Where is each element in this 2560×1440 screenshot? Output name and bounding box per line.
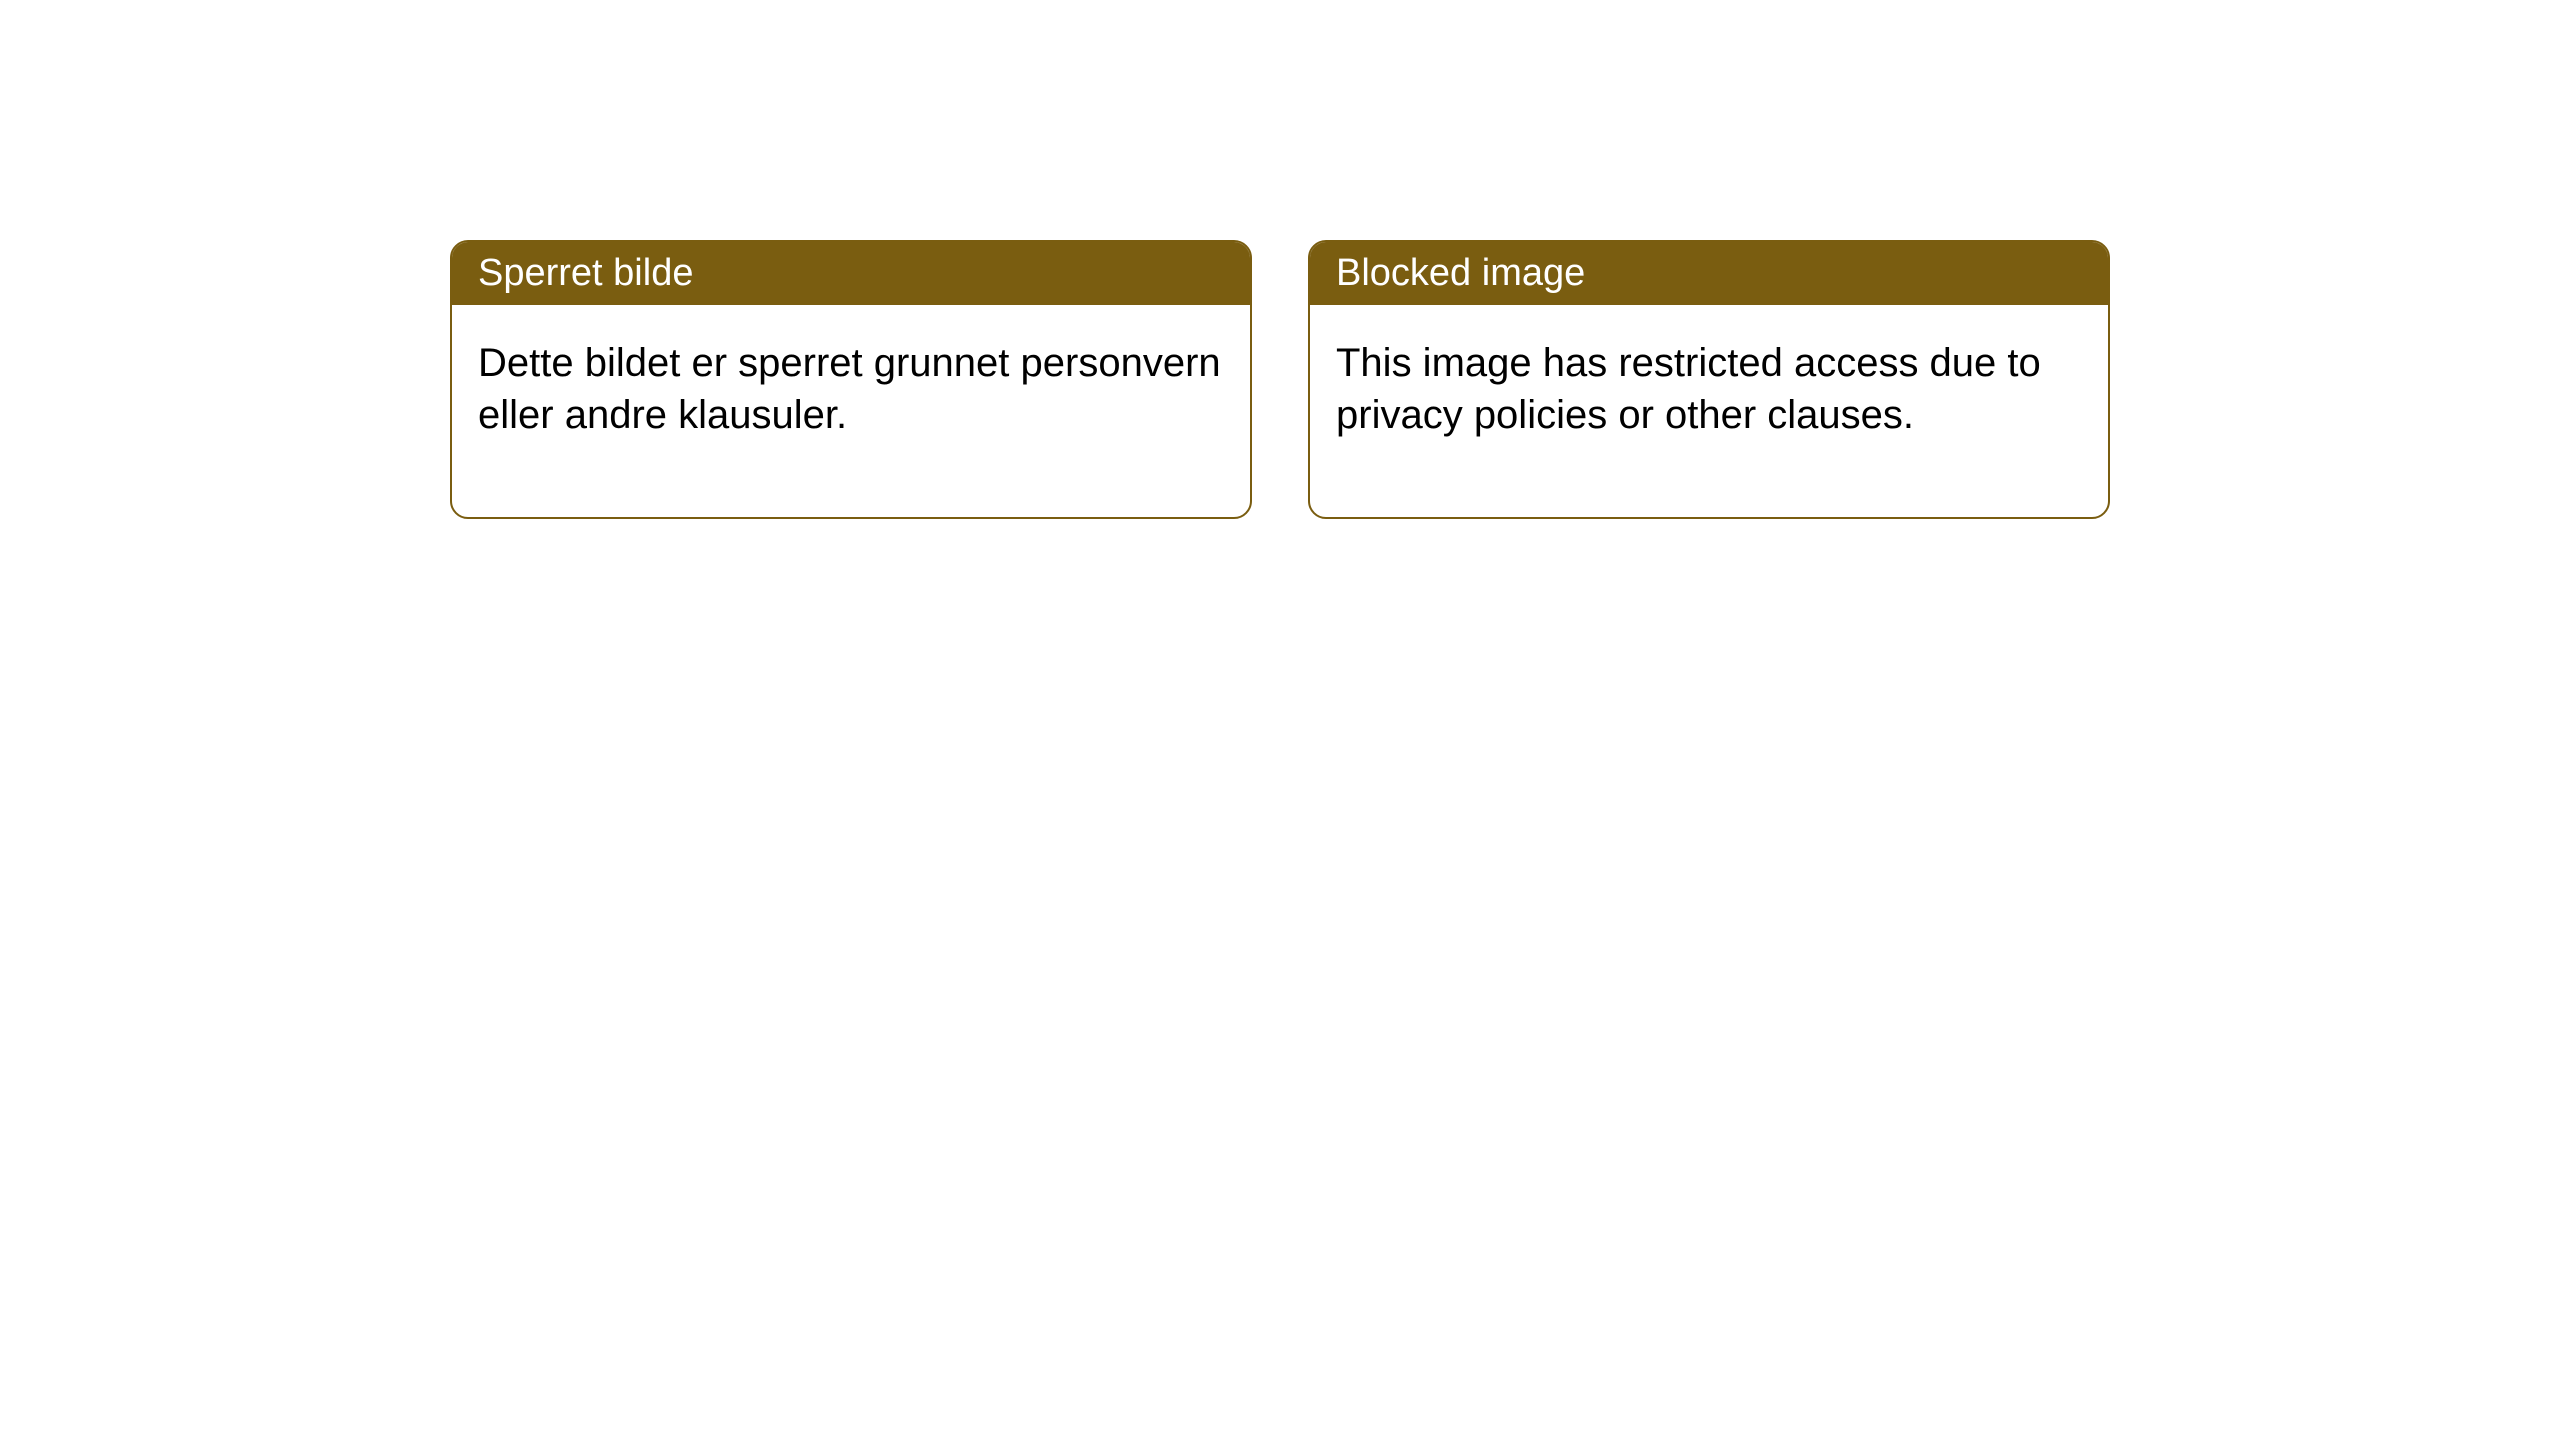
card-header-en: Blocked image	[1310, 242, 2108, 305]
card-title-en: Blocked image	[1336, 252, 1585, 294]
notice-container: Sperret bilde Dette bildet er sperret gr…	[450, 240, 2110, 519]
card-body-no: Dette bildet er sperret grunnet personve…	[452, 305, 1250, 517]
card-title-no: Sperret bilde	[478, 252, 693, 294]
blocked-image-card-en: Blocked image This image has restricted …	[1308, 240, 2110, 519]
card-header-no: Sperret bilde	[452, 242, 1250, 305]
card-body-en: This image has restricted access due to …	[1310, 305, 2108, 517]
card-text-en: This image has restricted access due to …	[1336, 341, 2041, 437]
blocked-image-card-no: Sperret bilde Dette bildet er sperret gr…	[450, 240, 1252, 519]
card-text-no: Dette bildet er sperret grunnet personve…	[478, 341, 1221, 437]
